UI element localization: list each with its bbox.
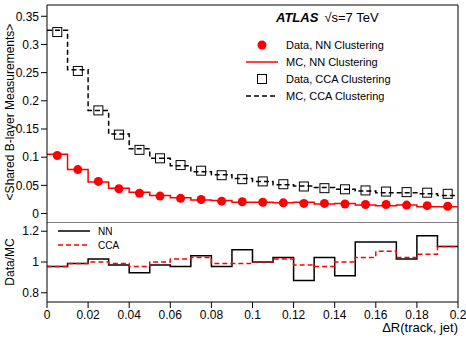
svg-text:0.02: 0.02 (76, 308, 100, 322)
svg-text:0: 0 (44, 308, 51, 322)
html-text:Data, CCA Clustering: Data, CCA Clustering (286, 72, 391, 85)
svg-text:0.1: 0.1 (22, 150, 39, 164)
svg-text:0.05: 0.05 (16, 179, 40, 193)
svg-text:1.2: 1.2 (22, 224, 39, 238)
svg-text:0.2: 0.2 (450, 308, 458, 322)
svg-text:0.35: 0.35 (16, 10, 40, 24)
svg-text:0.25: 0.25 (16, 66, 40, 80)
html-text:CCA: CCA (98, 239, 120, 251)
svg-text:0.08: 0.08 (200, 308, 224, 322)
html-text:ΔR(track, jet): ΔR(track, jet) (382, 320, 458, 335)
svg-text:0.1: 0.1 (244, 308, 261, 322)
svg-text:0.12: 0.12 (282, 308, 306, 322)
svg-text:0.06: 0.06 (159, 308, 183, 322)
svg-text:0.8: 0.8 (22, 286, 39, 300)
svg-text:0.2: 0.2 (22, 94, 39, 108)
svg-text:0: 0 (32, 207, 39, 221)
html-text:MC, CCA Clustering: MC, CCA Clustering (286, 89, 385, 102)
html-text:ATLAS √s=7 TeV: ATLAS √s=7 TeV (276, 10, 379, 25)
svg-text:0.3: 0.3 (22, 38, 39, 52)
html-text:Data/MC: Data/MC (3, 238, 17, 286)
svg-text:0.15: 0.15 (16, 122, 40, 136)
svg-text:0.14: 0.14 (323, 308, 347, 322)
svg-text:0.16: 0.16 (364, 308, 388, 322)
html-text:<Shared B-layer Measurements>: <Shared B-layer Measurements> (3, 23, 17, 201)
svg-text:0.18: 0.18 (405, 308, 429, 322)
html-text:NN: NN (98, 225, 113, 237)
svg-text:1: 1 (32, 255, 39, 269)
html-text:MC, NN Clustering: MC, NN Clustering (286, 55, 378, 68)
svg-text:0.04: 0.04 (118, 308, 142, 322)
html-text:Data, NN Clustering: Data, NN Clustering (286, 38, 384, 51)
